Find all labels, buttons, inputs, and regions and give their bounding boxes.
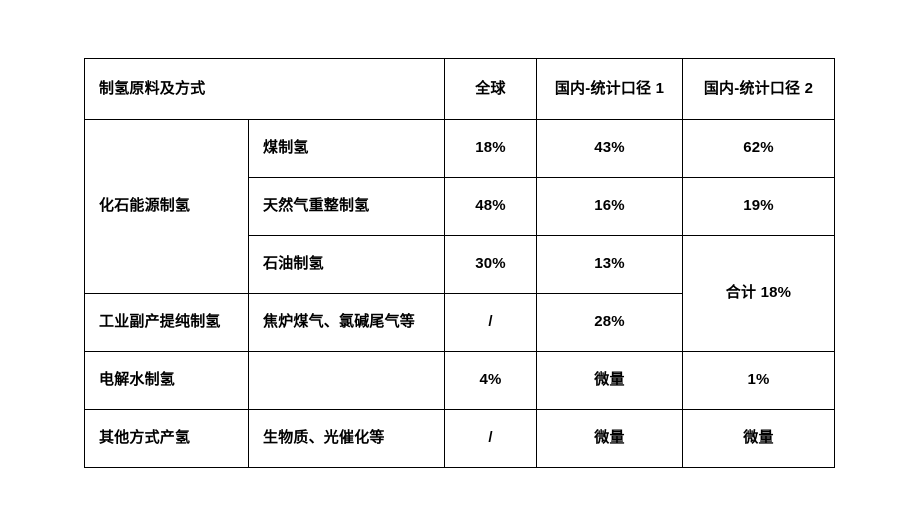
value-other-domestic2: 微量 — [682, 409, 835, 468]
value-coal-domestic2: 62% — [682, 119, 835, 178]
hydrogen-production-table: 制氢原料及方式 全球 国内-统计口径 1 国内-统计口径 2 化石能源制氢 煤制… — [84, 58, 835, 468]
value-coal-global: 18% — [444, 119, 537, 178]
category-other-methods-hydrogen: 其他方式产氢 — [84, 409, 249, 468]
value-gas-domestic1: 16% — [536, 177, 683, 236]
category-fossil-fuel-hydrogen: 化石能源制氢 — [84, 119, 249, 294]
table-row: 电解水制氢 4% 微量 1% — [84, 351, 835, 410]
value-gas-global: 48% — [444, 177, 537, 236]
table-row: 其他方式产氢 生物质、光催化等 / 微量 微量 — [84, 409, 835, 468]
table-row: 石油制氢 30% 13% 合计 18% — [85, 235, 835, 352]
value-merged-subtotal-domestic2: 合计 18% — [682, 235, 835, 352]
table-header-row: 制氢原料及方式 全球 国内-统计口径 1 国内-统计口径 2 — [84, 58, 835, 120]
column-header-category: 制氢原料及方式 — [84, 58, 445, 120]
value-electrolysis-global: 4% — [444, 351, 537, 410]
value-coal-domestic1: 43% — [536, 119, 683, 178]
category-water-electrolysis-hydrogen: 电解水制氢 — [84, 351, 249, 410]
value-electrolysis-domestic1: 微量 — [536, 351, 683, 410]
value-byproduct-global: / — [444, 293, 537, 352]
subcategory-petroleum-hydrogen: 石油制氢 — [248, 235, 445, 294]
subcategory-coke-oven-gas: 焦炉煤气、氯碱尾气等 — [248, 293, 445, 352]
column-header-domestic-scope-2: 国内-统计口径 2 — [682, 58, 835, 120]
table-row: 天然气重整制氢 48% 16% 19% — [85, 177, 835, 236]
value-oil-domestic1: 13% — [536, 235, 683, 294]
category-industrial-byproduct-hydrogen: 工业副产提纯制氢 — [84, 293, 249, 352]
value-electrolysis-domestic2: 1% — [682, 351, 835, 410]
value-other-domestic1: 微量 — [536, 409, 683, 468]
value-byproduct-domestic1: 28% — [536, 293, 683, 352]
subcategory-water-electrolysis-empty — [248, 351, 445, 410]
column-header-global: 全球 — [444, 58, 537, 120]
value-other-global: / — [444, 409, 537, 468]
subcategory-biomass-photocatalysis: 生物质、光催化等 — [248, 409, 445, 468]
table-row: 化石能源制氢 煤制氢 18% 43% 62% — [84, 119, 835, 294]
value-oil-global: 30% — [444, 235, 537, 294]
hydrogen-production-table-container: 制氢原料及方式 全球 国内-统计口径 1 国内-统计口径 2 化石能源制氢 煤制… — [84, 58, 835, 468]
column-header-domestic-scope-1: 国内-统计口径 1 — [536, 58, 683, 120]
table-row: 工业副产提纯制氢 焦炉煤气、氯碱尾气等 / 28% — [84, 293, 835, 352]
value-gas-domestic2: 19% — [682, 177, 835, 236]
subcategory-coal-hydrogen: 煤制氢 — [248, 119, 445, 178]
subcategory-natural-gas-reforming: 天然气重整制氢 — [248, 177, 445, 236]
